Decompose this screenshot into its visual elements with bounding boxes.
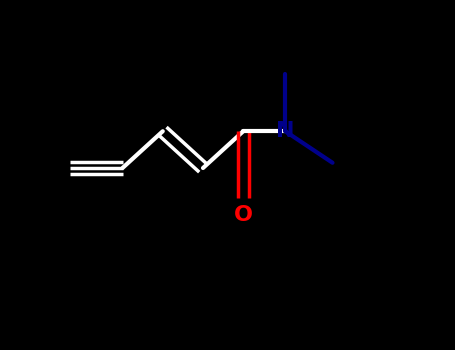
Text: N: N xyxy=(276,121,294,141)
Text: O: O xyxy=(234,205,253,225)
